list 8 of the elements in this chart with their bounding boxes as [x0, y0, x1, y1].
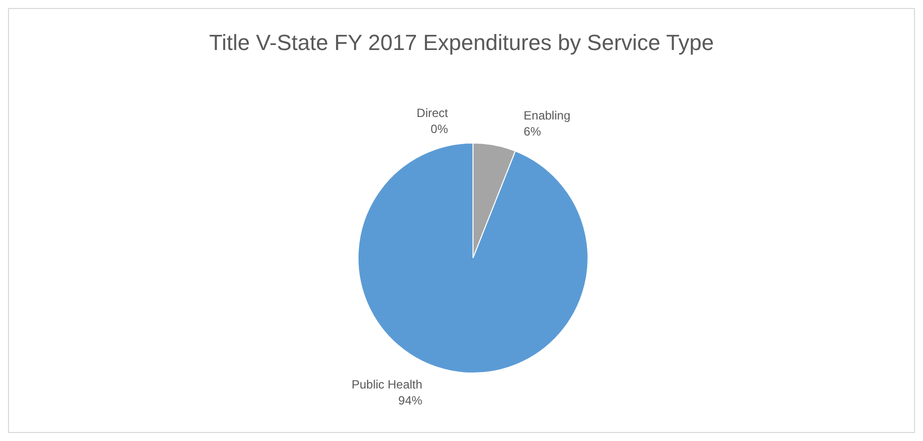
pie-slice — [358, 142, 588, 374]
text: 0% — [430, 122, 448, 136]
data-label: 6% — [524, 124, 542, 138]
category-label: Direct — [416, 106, 448, 120]
slice-label: Public Health — [352, 378, 422, 392]
slice-label: Enabling — [524, 108, 570, 122]
chart-title: Title V-State FY 2017 Expenditures by Service Type — [209, 30, 714, 55]
data-label: 94% — [398, 394, 423, 408]
